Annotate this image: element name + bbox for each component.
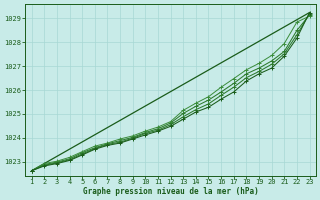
X-axis label: Graphe pression niveau de la mer (hPa): Graphe pression niveau de la mer (hPa) — [83, 187, 259, 196]
